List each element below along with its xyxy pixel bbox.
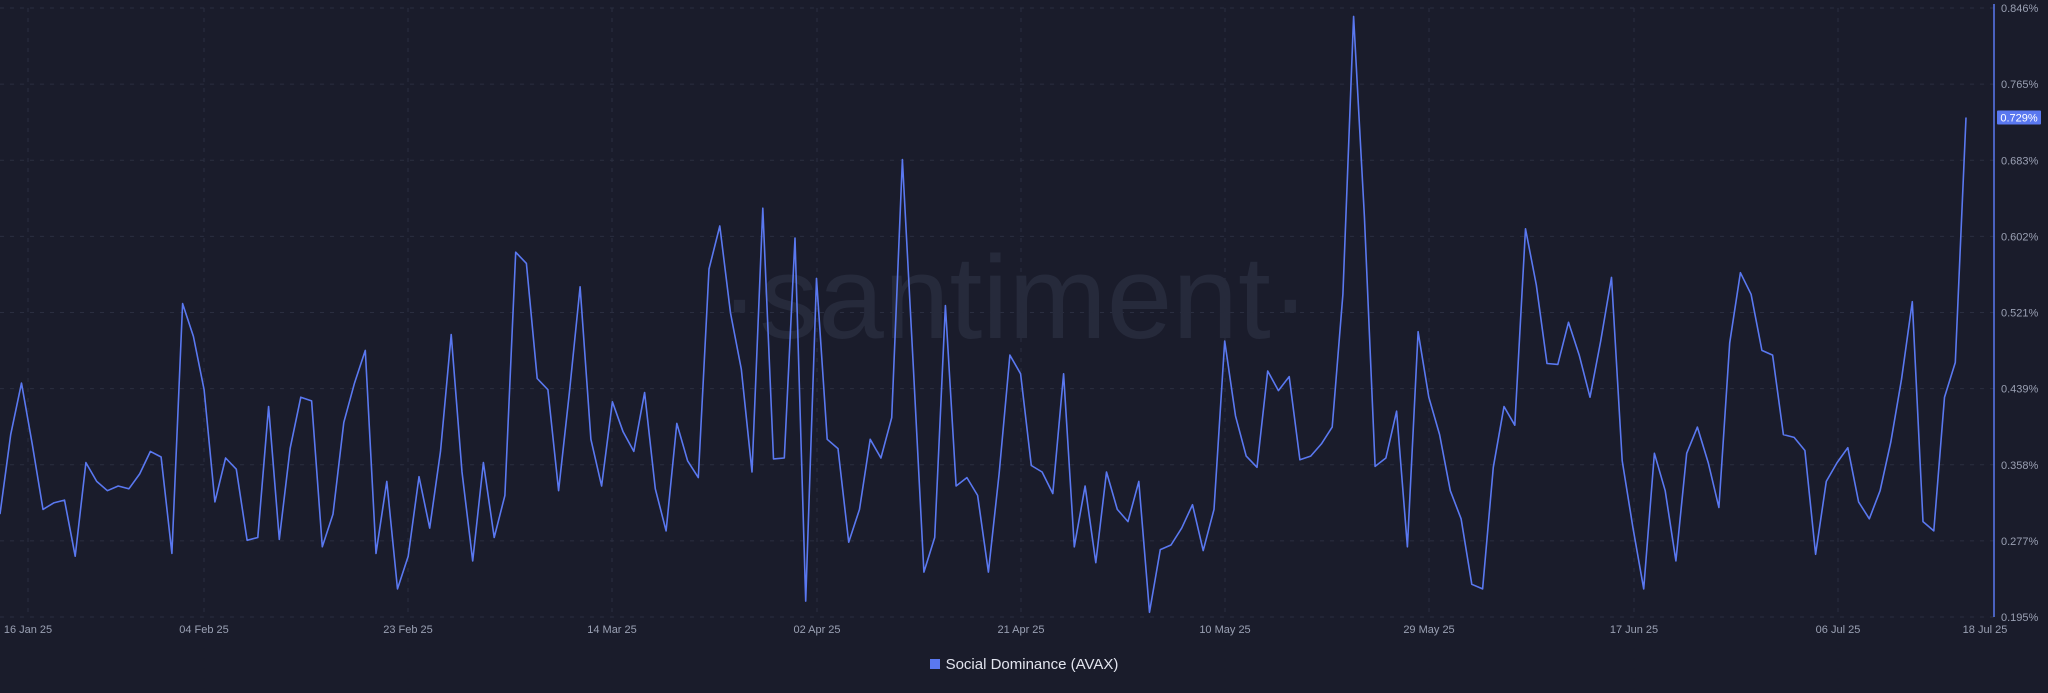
x-tick-label: 14 Mar 25 [587,624,637,636]
x-tick-label: 17 Jun 25 [1610,624,1658,636]
y-tick-label: 0.358% [2001,460,2039,472]
santiment-watermark: ·santiment· [720,232,1310,364]
y-tick-label: 0.277% [2001,536,2039,548]
series-line-social-dominance [0,15,1967,614]
last-value-label: 0.729% [2000,112,2038,124]
x-tick-label: 23 Feb 25 [383,624,433,636]
x-tick-label: 18 Jul 25 [1963,624,2008,636]
y-tick-label: 0.846% [2001,3,2039,15]
y-tick-label: 0.765% [2001,79,2039,91]
y-tick-label: 0.602% [2001,231,2039,243]
y-tick-label: 0.683% [2001,155,2039,167]
x-tick-label: 02 Apr 25 [793,624,840,636]
grid [0,7,1994,618]
x-tick-label: 10 May 25 [1199,624,1250,636]
x-tick-label: 16 Jan 25 [4,624,52,636]
x-tick-label: 29 May 25 [1403,624,1454,636]
y-tick-label: 0.521% [2001,308,2039,320]
series-layer [0,15,1967,614]
legend-swatch [929,659,940,669]
axis-layer: 0.846% 0.765% 0.683% 0.602% 0.521% 0.439% 0.35… [4,3,2041,636]
x-tick-label: 06 Jul 25 [1816,624,1861,636]
legend-label: Social Dominance (AVAX) [945,656,1119,673]
y-tick-label: 0.439% [2001,384,2039,396]
last-value-badge [1997,110,2041,125]
x-tick-label: 04 Feb 25 [179,624,229,636]
legend[interactable]: Social Dominance (AVAX) [0,656,2048,673]
x-tick-label: 21 Apr 25 [997,624,1044,636]
y-tick-label: 0.195% [2001,612,2039,624]
